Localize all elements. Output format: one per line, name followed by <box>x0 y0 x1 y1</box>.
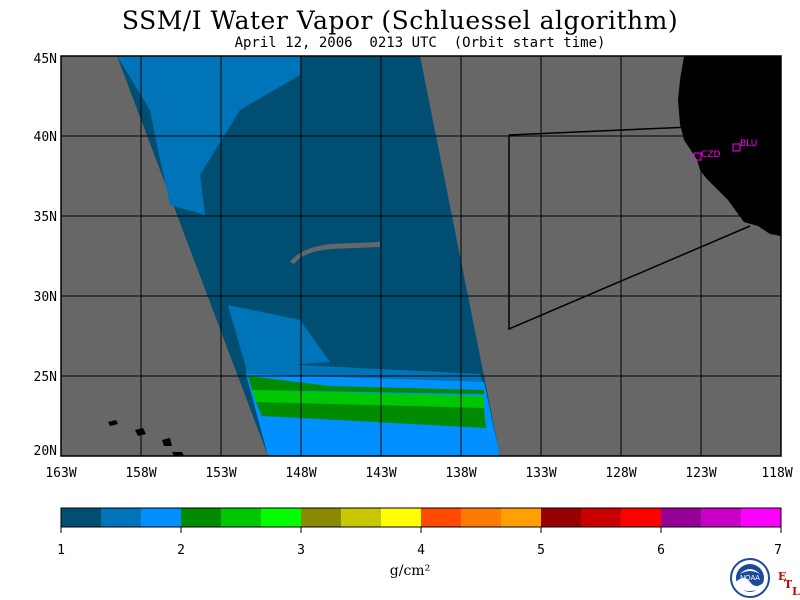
etl-logo: E T L <box>772 570 800 600</box>
colorbar-swatch <box>341 508 382 527</box>
north-america-coast <box>678 56 781 236</box>
colorbar-tick-label: 5 <box>537 543 545 558</box>
lat-label: 40N <box>34 130 57 145</box>
lon-label: 133W <box>525 466 556 481</box>
lat-label: 45N <box>34 52 57 67</box>
colorbar <box>61 508 782 527</box>
map-frame <box>60 55 782 457</box>
graticule <box>61 56 781 456</box>
colorbar-swatch <box>741 508 782 527</box>
noaa-logo-text: NOAA <box>740 575 760 582</box>
colorbar-swatch <box>61 508 102 527</box>
island-4 <box>172 452 184 456</box>
wedge-outline <box>508 135 751 331</box>
colorbar-tick-label: 2 <box>177 543 185 558</box>
lon-label: 153W <box>205 466 236 481</box>
colorbar-swatch <box>261 508 302 527</box>
swath-band-1.5-2-south <box>246 362 483 384</box>
lat-label: 20N <box>34 444 57 459</box>
lon-label: 163W <box>45 466 76 481</box>
colorbar-unit: g/cm² <box>389 563 431 579</box>
colorbar-tick-label: 4 <box>417 543 425 558</box>
map-title: SSM/I Water Vapor (Schluessel algorithm) <box>121 6 679 35</box>
swath-band-2-2.5-green-south <box>256 402 486 428</box>
noaa-logo: NOAA <box>730 558 770 598</box>
colorbar-swatch <box>381 508 422 527</box>
colorbar-swatch <box>421 508 462 527</box>
island-1 <box>108 420 118 426</box>
island-3 <box>162 438 172 446</box>
station-marker-blu <box>732 143 741 152</box>
lon-label: 118W <box>761 466 792 481</box>
colorbar-tick-label: 3 <box>297 543 305 558</box>
lon-label: 138W <box>445 466 476 481</box>
colorbar-swatch <box>661 508 702 527</box>
swath-band-1.5-2-mid <box>228 305 330 368</box>
lat-label: 35N <box>34 210 57 225</box>
swath-band-2.5-3 <box>252 390 484 408</box>
lat-label: 30N <box>34 290 57 305</box>
etl-logo-letter: E <box>778 570 787 583</box>
colorbar-ticks <box>60 527 782 533</box>
lon-label: 128W <box>605 466 636 481</box>
station-label-blu: BLU <box>740 139 757 149</box>
colorbar-tick-label: 7 <box>774 543 782 558</box>
lon-label: 158W <box>125 466 156 481</box>
colorbar-swatch <box>541 508 582 527</box>
colorbar-swatch <box>701 508 742 527</box>
colorbar-swatch <box>501 508 542 527</box>
colorbar-swatch <box>101 508 142 527</box>
colorbar-swatch <box>221 508 262 527</box>
swath-band-2-2.5-green-north <box>248 376 484 394</box>
lon-label: 148W <box>285 466 316 481</box>
colorbar-swatch <box>621 508 662 527</box>
wedge-top-line <box>508 126 691 136</box>
etl-logo-letter: T <box>784 578 793 591</box>
colorbar-tick-label: 6 <box>657 543 665 558</box>
map-subtitle: April 12, 2006 0213 UTC (Orbit start tim… <box>234 35 606 51</box>
colorbar-swatch <box>301 508 342 527</box>
swath-band-1-1.5 <box>117 56 500 456</box>
station-label-czd: CZD <box>701 150 720 160</box>
lon-label: 123W <box>685 466 716 481</box>
colorbar-swatch <box>141 508 182 527</box>
station-marker-czd <box>693 152 702 161</box>
swath-nodata-arc <box>290 242 380 264</box>
lat-label: 25N <box>34 370 57 385</box>
lon-label: 143W <box>365 466 396 481</box>
colorbar-swatch <box>461 508 502 527</box>
colorbar-tick-label: 1 <box>57 543 65 558</box>
etl-logo-letter: L <box>792 585 800 598</box>
colorbar-swatch <box>181 508 222 527</box>
colorbar-swatch <box>581 508 622 527</box>
